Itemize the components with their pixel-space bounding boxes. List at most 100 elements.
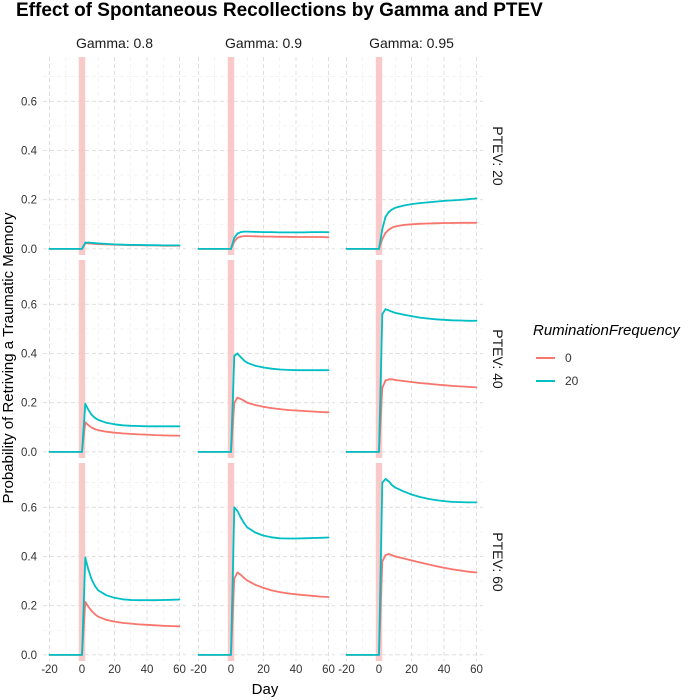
data-point-rumination-0 xyxy=(178,625,181,628)
legend-label: 0 xyxy=(565,351,572,365)
data-point-rumination-0 xyxy=(287,592,289,595)
data-point-rumination-20 xyxy=(435,200,437,203)
data-point-rumination-0 xyxy=(303,594,305,596)
data-point-rumination-0 xyxy=(418,561,421,564)
x-tick-label: -20 xyxy=(338,664,355,676)
data-point-rumination-0 xyxy=(90,610,93,612)
stimulus-band xyxy=(375,463,383,661)
data-point-rumination-0 xyxy=(243,399,245,402)
data-point-rumination-0 xyxy=(236,236,239,239)
y-tick-label: 0.6 xyxy=(21,299,37,311)
data-point-rumination-0 xyxy=(391,378,393,381)
facet-strips: Gamma: 0.8 Gamma: 0.9 Gamma: 0.95 PTEV: 20 P… xyxy=(76,35,506,592)
data-point-rumination-0 xyxy=(146,433,148,436)
facet-panels xyxy=(43,57,483,661)
data-point-rumination-0 xyxy=(426,382,429,385)
data-point-rumination-20 xyxy=(418,316,421,319)
data-point-rumination-20 xyxy=(426,497,429,500)
data-point-rumination-0 xyxy=(381,387,384,389)
data-point-rumination-0 xyxy=(295,409,297,412)
x-tick-label: 20 xyxy=(108,664,121,676)
data-point-rumination-20 xyxy=(443,318,445,321)
data-point-rumination-20 xyxy=(94,242,96,245)
data-point-rumination-20 xyxy=(243,359,245,362)
data-point-rumination-0 xyxy=(327,236,330,239)
data-point-rumination-20 xyxy=(162,244,165,247)
x-tick-label: 0 xyxy=(228,664,234,676)
data-point-rumination-20 xyxy=(384,478,387,480)
data-point-rumination-0 xyxy=(278,235,281,238)
data-point-rumination-20 xyxy=(287,537,289,540)
data-point-rumination-0 xyxy=(443,222,445,224)
data-point-rumination-0 xyxy=(129,433,132,435)
data-point-rumination-20 xyxy=(197,248,200,250)
data-point-rumination-20 xyxy=(129,244,132,246)
data-point-rumination-0 xyxy=(426,222,429,225)
data-point-rumination-0 xyxy=(435,565,437,567)
data-point-rumination-0 xyxy=(270,589,273,592)
data-point-rumination-20 xyxy=(87,241,90,244)
data-point-rumination-20 xyxy=(295,369,297,372)
data-point-rumination-20 xyxy=(170,598,173,601)
data-point-rumination-20 xyxy=(394,312,397,314)
data-point-rumination-0 xyxy=(303,236,305,238)
data-point-rumination-20 xyxy=(426,201,429,204)
data-point-rumination-0 xyxy=(387,228,390,231)
data-point-rumination-0 xyxy=(459,569,462,572)
data-point-rumination-20 xyxy=(345,248,348,250)
data-point-rumination-0 xyxy=(319,595,322,598)
data-point-rumination-20 xyxy=(435,318,437,321)
x-tick-label: -20 xyxy=(190,664,207,676)
data-point-rumination-20 xyxy=(394,206,397,209)
data-point-rumination-0 xyxy=(327,411,330,414)
axes: 0.0 0.2 0.4 0.6 0.0 0.2 0.4 0.6 0.0 0.2 0.4 0.6 -20 0… xyxy=(21,96,483,676)
data-point-rumination-20 xyxy=(87,409,90,411)
data-point-rumination-0 xyxy=(410,381,413,383)
data-point-rumination-0 xyxy=(129,622,132,625)
data-point-rumination-0 xyxy=(90,426,93,429)
data-point-rumination-0 xyxy=(94,613,96,616)
x-tick-label: 60 xyxy=(470,664,483,676)
x-tick-label: 40 xyxy=(438,664,451,676)
y-tick-label: 0.0 xyxy=(21,650,37,662)
x-tick-label: 60 xyxy=(173,664,186,676)
data-point-rumination-20 xyxy=(418,496,421,498)
data-point-rumination-20 xyxy=(262,231,265,234)
data-point-rumination-20 xyxy=(90,578,93,581)
data-point-rumination-0 xyxy=(387,553,390,555)
data-point-rumination-20 xyxy=(459,501,462,503)
data-point-rumination-20 xyxy=(162,599,165,601)
y-axis-title: Probability of Retriving a Traumatic Mem… xyxy=(0,212,17,503)
data-point-rumination-0 xyxy=(384,379,387,382)
data-point-rumination-20 xyxy=(81,654,83,656)
data-point-rumination-20 xyxy=(384,216,387,218)
data-point-rumination-20 xyxy=(467,198,470,201)
data-point-rumination-20 xyxy=(311,369,314,372)
data-point-rumination-20 xyxy=(90,414,93,416)
data-point-rumination-0 xyxy=(467,221,470,224)
data-point-rumination-20 xyxy=(270,367,273,370)
data-point-rumination-20 xyxy=(129,424,132,427)
data-point-rumination-0 xyxy=(303,410,305,412)
data-point-rumination-20 xyxy=(303,537,305,540)
data-point-rumination-20 xyxy=(236,232,239,235)
data-point-rumination-20 xyxy=(402,490,405,493)
data-point-rumination-20 xyxy=(121,243,124,246)
data-point-rumination-0 xyxy=(475,386,478,389)
data-point-rumination-0 xyxy=(162,434,165,437)
stimulus-band xyxy=(227,260,235,458)
data-point-rumination-0 xyxy=(270,235,273,238)
data-point-rumination-0 xyxy=(327,596,330,598)
data-point-rumination-0 xyxy=(84,601,87,603)
data-point-rumination-20 xyxy=(378,451,380,453)
data-point-rumination-20 xyxy=(154,244,157,247)
data-point-rumination-0 xyxy=(243,235,245,238)
data-point-rumination-20 xyxy=(246,361,249,364)
data-point-rumination-0 xyxy=(87,606,90,608)
data-point-rumination-20 xyxy=(475,197,478,200)
data-point-rumination-20 xyxy=(239,516,242,519)
data-point-rumination-0 xyxy=(381,560,384,563)
data-point-rumination-0 xyxy=(146,623,148,626)
y-tick-label: 0.4 xyxy=(21,145,38,157)
data-point-rumination-20 xyxy=(146,425,148,428)
